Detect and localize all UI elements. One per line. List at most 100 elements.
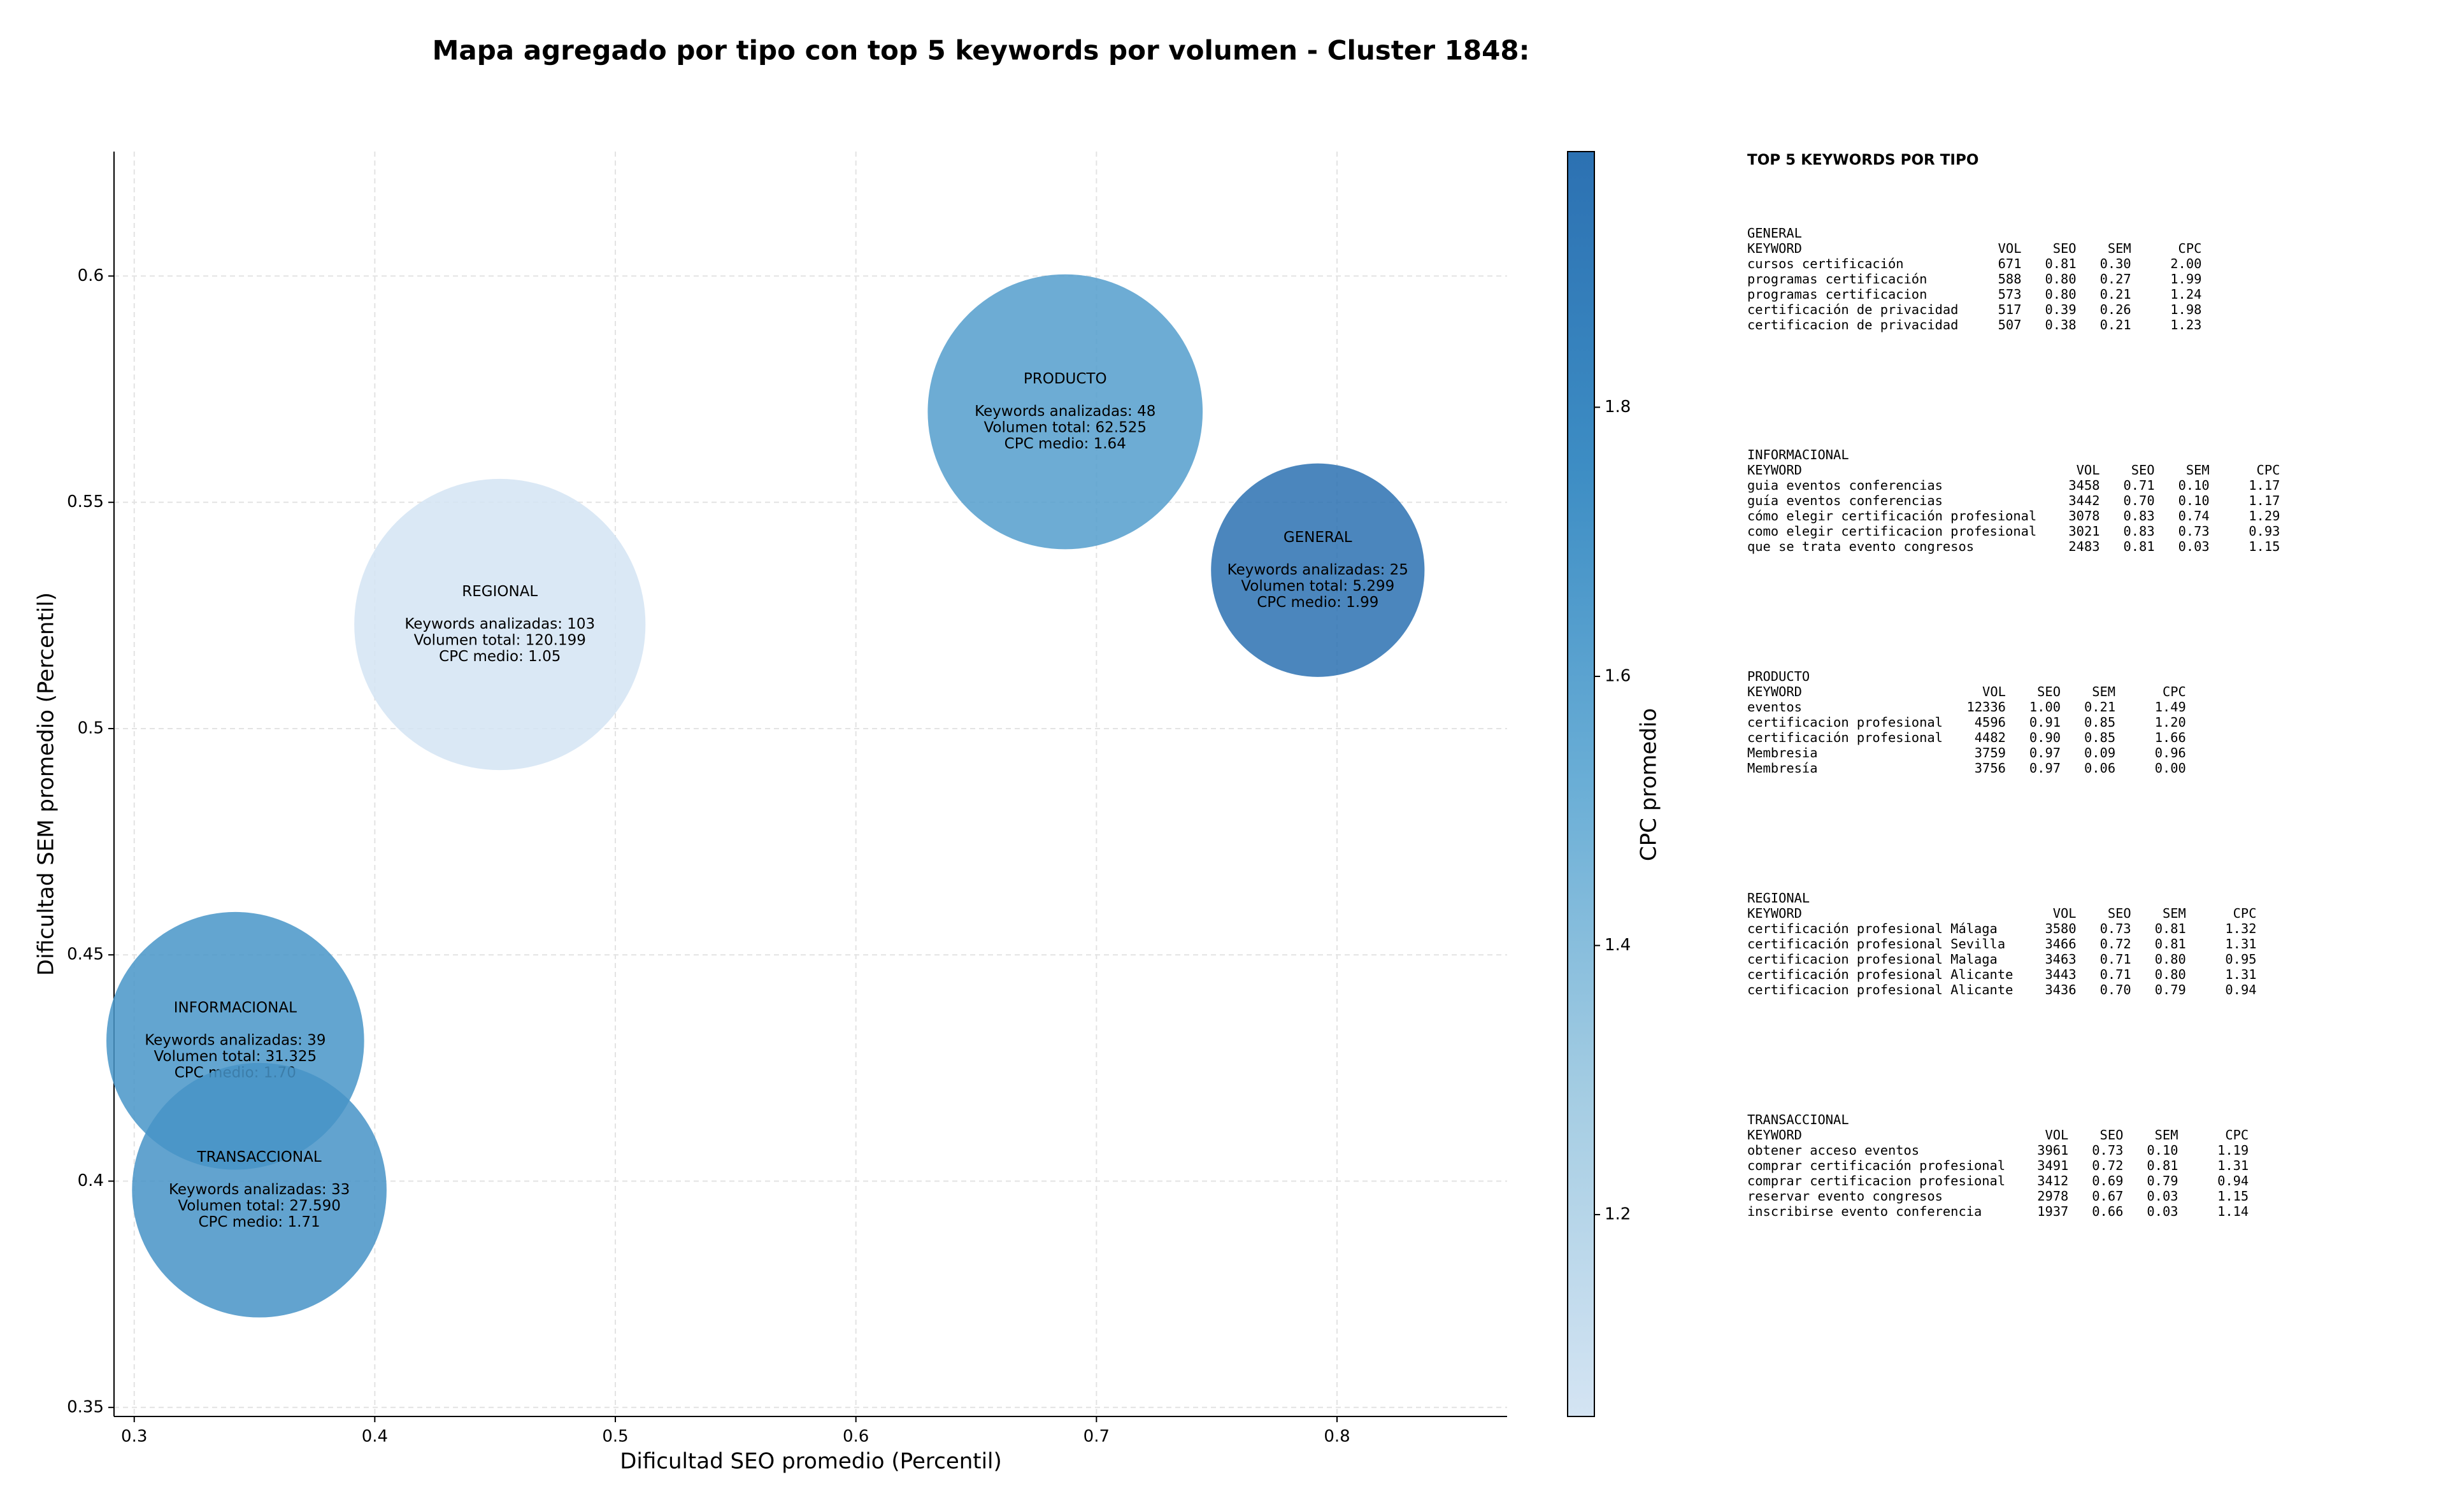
colorbar-tick-label: 1.6 xyxy=(1605,666,1631,685)
table-cell: 0.26 xyxy=(2100,302,2131,317)
colorbar-tick-label: 1.2 xyxy=(1605,1205,1631,1224)
table-cell: 0.21 xyxy=(2100,287,2131,302)
table-cell: 517 xyxy=(1998,302,2022,317)
bubble-title: GENERAL xyxy=(1284,529,1352,546)
x-tick-label: 0.3 xyxy=(121,1427,147,1446)
table-cell: 0.80 xyxy=(2045,271,2076,287)
table-cell: 0.79 xyxy=(2147,1173,2178,1188)
table-cell: guía eventos conferencias xyxy=(1747,493,1943,508)
table-cell: certificación profesional Sevilla xyxy=(1747,936,2005,952)
table-cell: guia eventos conferencias xyxy=(1747,478,1943,493)
table-cell: 0.09 xyxy=(2084,745,2115,760)
table-cell: 1.66 xyxy=(2155,730,2186,745)
y-tick-label: 0.6 xyxy=(78,266,104,285)
colorbar-tick-label: 1.8 xyxy=(1605,397,1631,417)
table-cell: eventos xyxy=(1747,699,1802,715)
table-cell: 3458 xyxy=(2068,478,2099,493)
bubble-annotation: Volumen total: 5.299 xyxy=(1241,578,1394,594)
table-cell: 0.70 xyxy=(2100,982,2131,997)
table-cell: 3580 xyxy=(2045,921,2076,936)
bubble-title: REGIONAL xyxy=(462,583,538,600)
table-cell: 0.97 xyxy=(2029,745,2061,760)
table-cell: 3412 xyxy=(2037,1173,2068,1188)
table-cell: 2483 xyxy=(2068,539,2099,554)
section-title: GENERAL xyxy=(1747,225,1802,241)
table-cell: certificación de privacidad xyxy=(1747,302,1958,317)
table-cell: 507 xyxy=(1998,317,2022,332)
bubble xyxy=(132,1062,387,1318)
table-cell: 0.27 xyxy=(2100,271,2131,287)
table-cell: 0.72 xyxy=(2100,936,2131,952)
table-cell: 1.23 xyxy=(2170,317,2201,332)
bubble-annotation: Volumen total: 120.199 xyxy=(414,632,586,649)
table-header: SEM xyxy=(2108,241,2131,256)
table-header: SEO xyxy=(2053,241,2077,256)
table-header: KEYWORD xyxy=(1747,462,1802,478)
table-cell: 1.31 xyxy=(2225,936,2256,952)
x-tick-label: 0.4 xyxy=(362,1427,388,1446)
table-cell: 0.10 xyxy=(2178,493,2210,508)
table-cell: 0.81 xyxy=(2155,921,2186,936)
bubble xyxy=(354,478,646,771)
table-header: VOL xyxy=(2045,1127,2068,1143)
section-title: REGIONAL xyxy=(1747,890,1810,906)
table-cell: 0.30 xyxy=(2100,256,2131,271)
colorbar-tick-label: 1.4 xyxy=(1605,936,1631,955)
table-cell: 1.17 xyxy=(2249,478,2280,493)
bubble-group: REGIONAL Keywords analizadas: 103Volumen … xyxy=(354,478,646,771)
table-cell: 0.70 xyxy=(2123,493,2154,508)
table-cell: 0.21 xyxy=(2100,317,2131,332)
table-cell: Membresía xyxy=(1747,760,1818,776)
table-cell: 0.97 xyxy=(2029,760,2061,776)
table-cell: 0.85 xyxy=(2084,715,2115,730)
table-cell: 0.81 xyxy=(2147,1158,2178,1173)
table-cell: certificacion profesional Malaga xyxy=(1747,952,1998,967)
table-cell: 0.90 xyxy=(2029,730,2061,745)
bubble-annotation: CPC medio: 1.99 xyxy=(1257,594,1378,611)
bubble-title: INFORMACIONAL xyxy=(174,1000,297,1016)
table-cell: certificación profesional xyxy=(1747,730,1943,745)
bubble-annotation: Volumen total: 62.525 xyxy=(983,420,1147,436)
table-cell: 1.29 xyxy=(2249,508,2280,524)
table-cell: que se trata evento congresos xyxy=(1747,539,1974,554)
x-tick-label: 0.5 xyxy=(602,1427,628,1446)
table-cell: comprar certificacion profesional xyxy=(1747,1173,2005,1188)
table-cell: 1.15 xyxy=(2217,1188,2249,1204)
table-cell: 0.94 xyxy=(2217,1173,2249,1188)
table-cell: 0.80 xyxy=(2155,967,2186,982)
table-cell: cursos certificación xyxy=(1747,256,1904,271)
section-title: INFORMACIONAL xyxy=(1747,447,1849,462)
table-cell: 0.00 xyxy=(2155,760,2186,776)
table-cell: 4596 xyxy=(1975,715,2006,730)
table-cell: comprar certificación profesional xyxy=(1747,1158,2005,1173)
table-cell: 0.03 xyxy=(2178,539,2210,554)
table-cell: 3436 xyxy=(2045,982,2076,997)
table-header: SEO xyxy=(2108,906,2131,921)
bubble xyxy=(927,274,1203,550)
table-cell: 4482 xyxy=(1975,730,2006,745)
table-header: CPC xyxy=(2178,241,2202,256)
section-title: PRODUCTO xyxy=(1747,669,1810,684)
table-cell: 588 xyxy=(1998,271,2022,287)
bubble-title: PRODUCTO xyxy=(1024,371,1107,387)
table-cell: 2.00 xyxy=(2170,256,2201,271)
table-cell: 0.91 xyxy=(2029,715,2061,730)
table-cell: 0.95 xyxy=(2225,952,2256,967)
bubble-annotation: CPC medio: 1.71 xyxy=(199,1214,320,1230)
bubble-annotation: Volumen total: 31.325 xyxy=(154,1048,317,1065)
table-cell: 1.24 xyxy=(2170,287,2201,302)
table-cell: 0.21 xyxy=(2084,699,2115,715)
table-cell: 0.39 xyxy=(2045,302,2076,317)
table-cell: certificación profesional Alicante xyxy=(1747,967,2013,982)
table-header: CPC xyxy=(2163,684,2186,699)
table-cell: 0.72 xyxy=(2092,1158,2123,1173)
x-tick-label: 0.8 xyxy=(1324,1427,1350,1446)
table-cell: 0.81 xyxy=(2123,539,2154,554)
y-tick-label: 0.55 xyxy=(67,492,104,511)
table-header: KEYWORD xyxy=(1747,241,1802,256)
y-tick-label: 0.5 xyxy=(78,718,104,738)
bubble-annotation: Keywords analizadas: 25 xyxy=(1227,562,1408,578)
table-cell: 3442 xyxy=(2068,493,2099,508)
